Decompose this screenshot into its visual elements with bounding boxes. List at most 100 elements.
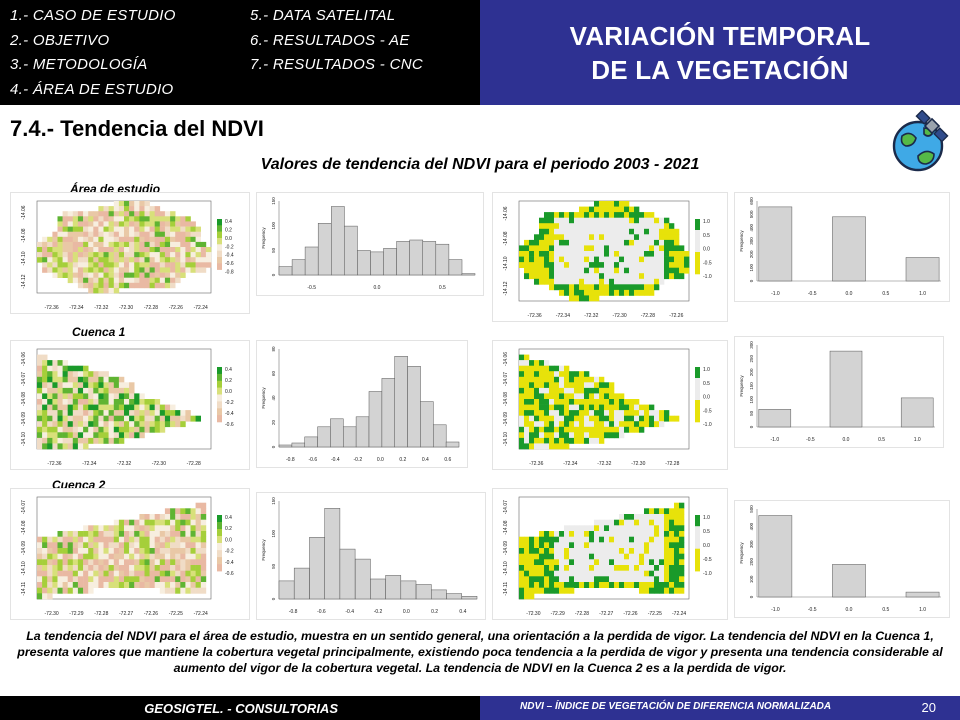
map-pixel: [669, 251, 675, 257]
map-pixel: [644, 421, 650, 428]
map-pixel: [98, 437, 104, 444]
toc-item[interactable]: 1.- CASO DE ESTUDIO: [10, 7, 176, 24]
map-pixel: [200, 519, 207, 526]
map-pixel: [129, 399, 135, 405]
x-tick-label: -72.30: [119, 305, 133, 311]
map-pixel: [589, 278, 595, 285]
map-pixel: [124, 272, 130, 278]
map-pixel: [139, 267, 145, 273]
map-pixel: [529, 273, 535, 280]
map-pixel: [599, 559, 605, 566]
map-pixel: [529, 360, 535, 366]
map-pixel: [624, 559, 630, 566]
map-pixel: [629, 212, 635, 218]
map-pixel: [589, 393, 595, 400]
map-pixel: [118, 559, 125, 566]
map-pixel: [529, 415, 535, 422]
map-pixel: [83, 252, 89, 258]
map-pixel: [609, 256, 615, 263]
toc-item[interactable]: 6.- RESULTADOS - AE: [250, 31, 410, 49]
y-tick-label: 50: [749, 410, 754, 416]
map-pixel: [629, 278, 635, 285]
toc-item[interactable]: 5.- DATA SATELITAL: [250, 7, 396, 24]
y-tick-label: -14.10: [503, 561, 509, 575]
map-pixel: [77, 365, 84, 372]
map-pixel: [200, 252, 207, 258]
map-pixel: [93, 231, 99, 238]
map-pixel: [679, 519, 685, 526]
histogram-bar: [461, 273, 476, 276]
map-pixel: [609, 239, 615, 246]
map-pixel: [170, 282, 176, 289]
map-pixel: [52, 587, 58, 594]
map-pixel: [164, 236, 171, 243]
toc-item[interactable]: 3.- METODOLOGÍA: [10, 56, 148, 73]
histogram-bar: [446, 593, 462, 600]
map-pixel: [134, 241, 140, 248]
legend-swatch: [695, 219, 700, 231]
map-pixel: [103, 393, 109, 400]
map-pixel: [564, 371, 570, 378]
map-pixel: [195, 570, 201, 577]
map-pixel: [144, 226, 150, 232]
map-pixel: [659, 553, 665, 560]
footer: GEOSIGTEL. - CONSULTORIAS NDVI – ÍNDICE …: [0, 696, 960, 720]
map-pixel: [118, 399, 125, 405]
map-pixel: [614, 256, 620, 263]
y-tick-label: -14.08: [21, 392, 27, 406]
map-pixel: [77, 410, 84, 416]
map-pixel: [57, 272, 63, 278]
map-pixel: [108, 548, 114, 554]
map-pixel: [559, 387, 565, 394]
map-pixel: [604, 565, 610, 571]
map-pixel: [185, 531, 191, 537]
map-pixel: [190, 570, 196, 577]
map-pixel: [118, 565, 125, 571]
map-pixel: [103, 226, 109, 232]
footer-banner: NDVI – ÍNDICE DE VEGETACIÓN DE DIFERENCI…: [480, 696, 960, 720]
map-pixel: [62, 387, 68, 394]
map-pixel: [200, 514, 207, 520]
map-pixel: [103, 410, 109, 416]
map-pixel: [195, 514, 201, 520]
map-pixel: [639, 234, 645, 241]
map-pixel: [549, 582, 555, 588]
map-pixel: [579, 410, 585, 416]
map-pixel: [108, 570, 114, 577]
map-pixel: [634, 217, 640, 224]
y-tick-label: -14.10: [21, 251, 27, 265]
map-pixel: [83, 559, 89, 566]
map-pixel: [149, 216, 155, 222]
histogram-bar: [422, 241, 437, 276]
map-pixel: [62, 252, 68, 258]
map-pixel: [88, 252, 94, 258]
map-pixel: [629, 519, 635, 526]
map-pixel: [659, 565, 665, 571]
map-pixel: [134, 576, 140, 583]
toc-item[interactable]: 2.- OBJETIVO: [10, 31, 110, 49]
map-pixel: [159, 587, 166, 594]
map-pixel: [185, 231, 191, 238]
map-pixel: [77, 221, 84, 227]
x-tick-label: 0.4: [422, 457, 429, 463]
map-pixel: [609, 206, 615, 213]
map-pixel: [619, 206, 625, 213]
map-pixel: [77, 267, 84, 273]
map-pixel: [549, 212, 555, 218]
map-pixel: [124, 247, 130, 253]
map-pixel: [649, 576, 655, 583]
map-pixel: [559, 239, 565, 246]
map-pixel: [644, 256, 650, 263]
map-pixel: [594, 548, 600, 554]
map-pixel: [124, 553, 130, 560]
toc-item[interactable]: 4.- ÁREA DE ESTUDIO: [10, 80, 174, 98]
map-pixel: [200, 502, 207, 509]
map-pixel: [52, 360, 58, 366]
map-pixel: [118, 519, 125, 526]
toc-item[interactable]: 7.- RESULTADOS - CNC: [250, 56, 423, 73]
map-pixel: [649, 531, 655, 537]
map-pixel: [589, 273, 595, 280]
map-pixel: [654, 570, 660, 577]
map-pixel: [639, 525, 645, 532]
map-pixel: [170, 247, 176, 253]
